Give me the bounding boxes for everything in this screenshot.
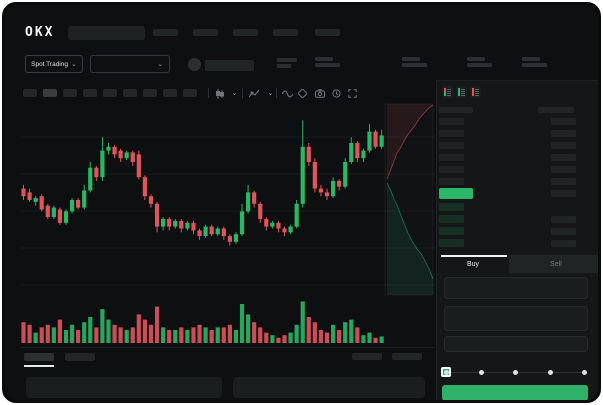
order-form-input[interactable] <box>444 306 588 331</box>
okx-logo[interactable]: OKX <box>25 25 55 40</box>
timeframe-button[interactable] <box>103 89 117 97</box>
orderbook-ask-price[interactable] <box>439 178 464 185</box>
timeframe-button[interactable] <box>83 89 97 97</box>
buy-submit-button[interactable] <box>442 385 588 400</box>
coin-avatar[interactable] <box>188 58 201 71</box>
chevron-down-icon[interactable]: ⌄ <box>267 90 274 97</box>
nav-item[interactable] <box>193 29 218 36</box>
slider-stop[interactable] <box>582 370 587 375</box>
candlestick-chart[interactable] <box>20 103 435 297</box>
nav-item[interactable] <box>273 29 298 36</box>
slider-stop[interactable] <box>513 370 518 375</box>
price-sub-placeholder <box>277 64 291 68</box>
orderbook-ask-amount[interactable] <box>551 154 576 161</box>
divider <box>208 88 209 98</box>
orderbook-ask-amount[interactable] <box>551 130 576 137</box>
stat-value-placeholder <box>522 63 547 67</box>
book-asks-icon[interactable] <box>470 86 481 98</box>
search-input[interactable] <box>68 26 145 40</box>
last-price-badge[interactable] <box>439 188 473 199</box>
orders-tab-active[interactable] <box>24 353 54 361</box>
buy-tab-indicator <box>441 255 507 257</box>
orderbook-ask-price[interactable] <box>439 142 464 149</box>
orderbook-ask-amount[interactable] <box>551 142 576 149</box>
orderbook-ask-price[interactable] <box>439 154 464 161</box>
slider-stop[interactable] <box>444 370 449 375</box>
timeframe-button[interactable] <box>143 89 157 97</box>
order-form-input[interactable] <box>444 336 588 352</box>
indicators-icon[interactable] <box>248 88 259 99</box>
stat-label-placeholder <box>315 57 333 61</box>
book-bids-icon[interactable] <box>456 86 467 98</box>
orderbook-bid-amount[interactable] <box>551 216 576 223</box>
slider-stop[interactable] <box>478 370 484 375</box>
last-price-amount-placeholder <box>551 190 576 197</box>
pair-selector-dropdown[interactable]: ⌄ <box>90 55 170 73</box>
orderbook-bid-price[interactable] <box>439 239 464 247</box>
bottom-panel <box>26 377 222 398</box>
timeframe-button[interactable] <box>23 89 37 97</box>
order-form-input[interactable] <box>444 277 588 299</box>
nav-item[interactable] <box>153 29 178 36</box>
fullscreen-icon[interactable] <box>347 88 358 99</box>
timeframe-button[interactable] <box>163 89 177 97</box>
bottom-panel <box>233 377 425 398</box>
tab-buy[interactable]: Buy <box>437 255 509 273</box>
bottom-action-placeholder[interactable] <box>392 353 422 360</box>
orderbook-bid-price[interactable] <box>439 203 464 211</box>
tab-sell[interactable]: Sell <box>509 255 598 273</box>
history-tab[interactable] <box>65 353 95 361</box>
stat-value-placeholder <box>315 63 340 67</box>
trade-tabs: Buy Sell <box>437 255 598 273</box>
camera-icon[interactable] <box>314 88 325 99</box>
line-style-icon[interactable] <box>282 88 293 99</box>
orderbook-bid-price[interactable] <box>439 215 464 223</box>
market-type-dropdown[interactable]: Spot Trading ⌄ <box>25 55 83 73</box>
active-tab-underline <box>24 365 54 367</box>
orderbook-bid-amount[interactable] <box>551 228 576 235</box>
volume-chart <box>21 301 384 343</box>
orderbook-ask-price[interactable] <box>439 166 464 173</box>
timeframe-button[interactable] <box>43 89 57 97</box>
orderbook-ask-amount[interactable] <box>551 118 576 125</box>
bottom-action-placeholder[interactable] <box>352 353 382 360</box>
orderbook-bid-amount[interactable] <box>551 240 576 247</box>
timeframe-button[interactable] <box>63 89 77 97</box>
chevron-down-icon[interactable]: ⌄ <box>231 90 238 97</box>
draw-icon[interactable] <box>297 88 308 99</box>
divider <box>242 88 243 98</box>
chevron-down-icon: ⌄ <box>70 60 77 68</box>
stat-label-placeholder <box>522 57 540 61</box>
nav-item[interactable] <box>233 29 258 36</box>
buy-tab-label: Buy <box>466 260 480 268</box>
stat-label-placeholder <box>467 57 485 61</box>
orderbook-bid-price[interactable] <box>439 227 464 235</box>
orderbook-header-price <box>439 107 473 113</box>
sell-tab-label: Sell <box>550 260 562 268</box>
orderbook-header-amount <box>538 107 574 113</box>
orderbook-ask-price[interactable] <box>439 130 464 137</box>
slider-stop[interactable] <box>547 370 553 375</box>
orderbook-ask-amount[interactable] <box>551 178 576 185</box>
refresh-icon[interactable] <box>331 88 342 99</box>
divider <box>20 347 435 348</box>
nav-item[interactable] <box>315 29 340 36</box>
chart-type-icon[interactable] <box>214 88 225 99</box>
stat-value-placeholder <box>402 63 427 67</box>
timeframe-button[interactable] <box>123 89 137 97</box>
pair-name-placeholder[interactable] <box>205 60 254 71</box>
book-both-icon[interactable] <box>442 86 453 98</box>
orderbook-ask-price[interactable] <box>439 118 464 125</box>
orderbook-ask-amount[interactable] <box>551 166 576 173</box>
market-type-label: Spot Trading <box>31 60 68 68</box>
timeframe-button[interactable] <box>183 89 197 97</box>
price-placeholder <box>277 58 297 62</box>
stat-value-placeholder <box>467 63 492 67</box>
chevron-down-icon: ⌄ <box>157 61 163 68</box>
divider <box>276 88 277 98</box>
stat-label-placeholder <box>402 57 420 61</box>
